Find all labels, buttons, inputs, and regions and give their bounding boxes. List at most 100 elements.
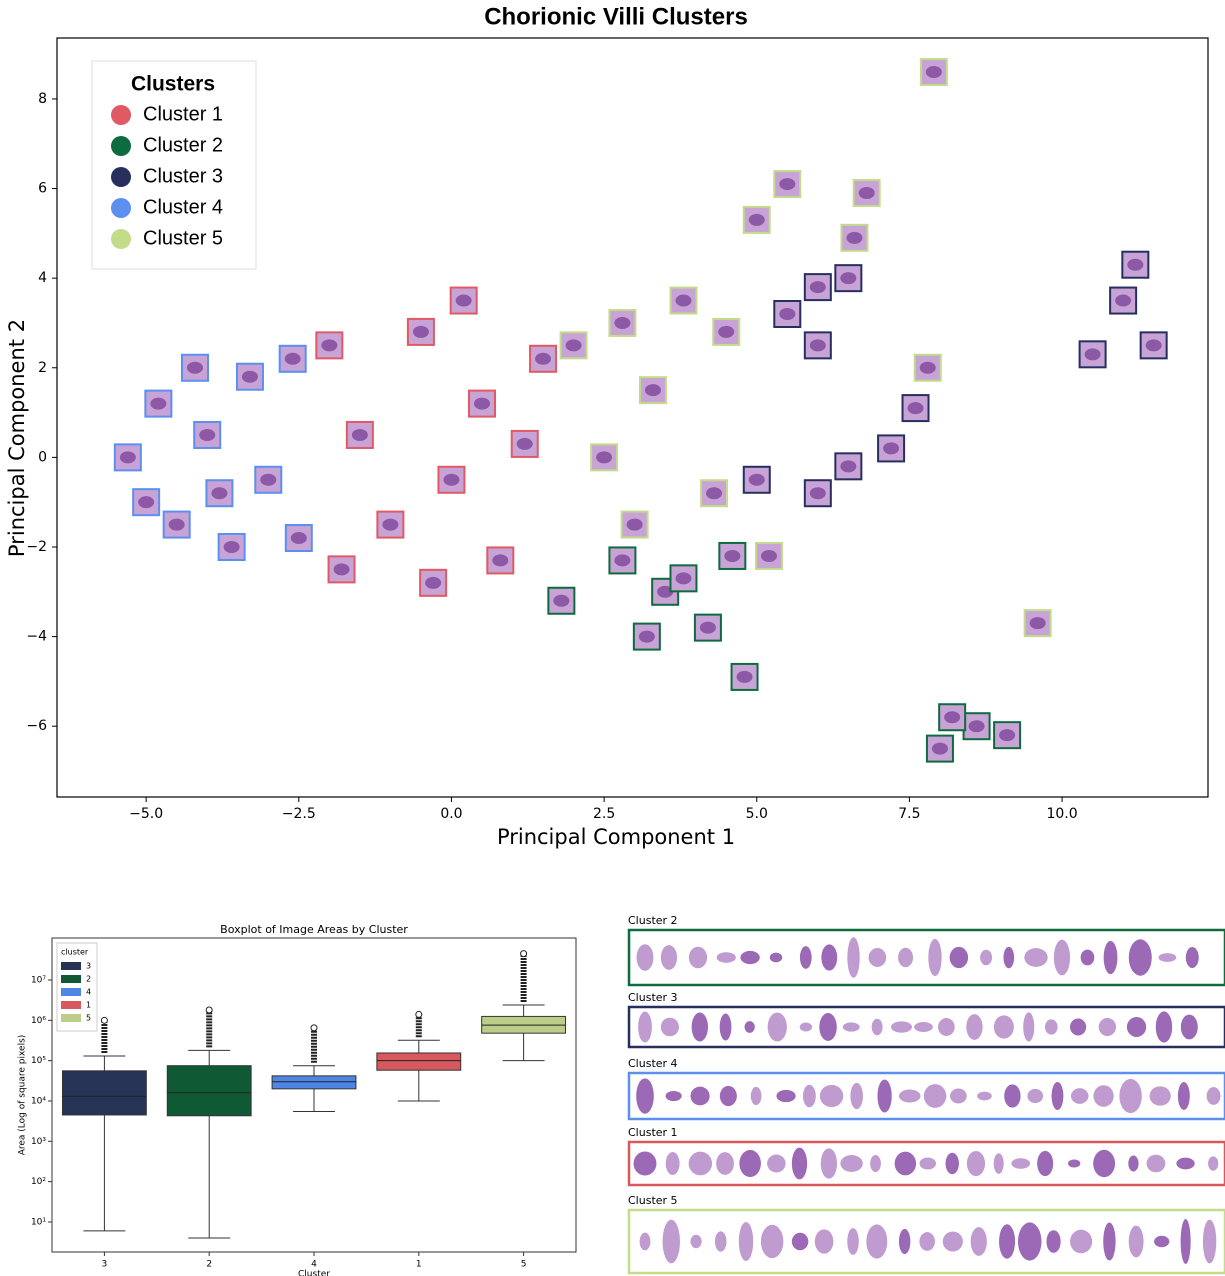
tissue-thumbnail: [1208, 1156, 1219, 1171]
thumbnail-tissue: [883, 442, 900, 455]
strip-label: Cluster 5: [628, 1194, 678, 1207]
thumbnail-tissue: [657, 585, 674, 598]
thumbnail-tissue: [168, 518, 185, 531]
tissue-thumbnail: [847, 1228, 859, 1255]
tissue-thumbnail: [1051, 1081, 1064, 1111]
y-tick-label: 10⁴: [31, 1096, 46, 1106]
legend-label: 3: [86, 962, 91, 971]
thumbnail-tissue: [565, 339, 582, 352]
tissue-thumbnail: [716, 1152, 734, 1175]
x-tick-label: −2.5: [282, 806, 316, 822]
strip-label: Cluster 4: [628, 1057, 678, 1070]
thumbnail-tissue: [840, 460, 857, 473]
thumbnail-tissue: [1127, 258, 1144, 271]
tissue-thumbnail: [1176, 1157, 1195, 1170]
tissue-thumbnail: [1068, 1159, 1081, 1168]
tissue-thumbnail: [1149, 1086, 1171, 1106]
tissue-thumbnail: [870, 1154, 881, 1173]
tissue-thumbnail: [1070, 1229, 1093, 1254]
y-tick-label: −6: [26, 718, 47, 734]
thumbnail-tissue: [284, 352, 301, 365]
tissue-thumbnail: [1126, 1017, 1147, 1037]
tissue-thumbnail: [1004, 1084, 1021, 1108]
box: [271, 1075, 357, 1090]
thumbnail-tissue: [626, 518, 643, 531]
thumbnail-point: [437, 465, 466, 494]
tissue-thumbnail: [814, 1229, 834, 1254]
tissue-thumbnail: [791, 1232, 809, 1251]
thumbnail-tissue: [931, 742, 948, 755]
y-tick-label: 10¹: [31, 1217, 46, 1227]
thumbnail-tissue: [186, 361, 203, 374]
y-tick-label: 8: [38, 91, 47, 107]
tissue-thumbnail: [1128, 939, 1152, 976]
thumbnail-tissue: [907, 402, 924, 415]
thumbnail-tissue: [706, 487, 723, 500]
thumbnail-tissue: [809, 487, 826, 500]
tissue-thumbnail: [999, 1224, 1016, 1259]
legend-marker: [111, 167, 131, 187]
legend-swatch: [61, 988, 81, 996]
tissue-thumbnail: [1080, 949, 1095, 966]
tissue-thumbnail: [1202, 1219, 1217, 1264]
x-tick-label: 10.0: [1046, 806, 1077, 822]
tissue-thumbnail: [919, 1232, 935, 1251]
y-tick-label: 6: [38, 181, 47, 197]
legend-title: cluster: [61, 948, 89, 957]
thumbnail-tissue: [748, 213, 765, 226]
tissue-thumbnail: [767, 1154, 786, 1173]
legend-label: 5: [86, 1014, 91, 1023]
tissue-thumbnail: [750, 1086, 762, 1106]
thumbnail-tissue: [968, 720, 985, 733]
thumbnail-tissue: [211, 487, 228, 500]
thumbnail-tissue: [223, 540, 240, 553]
tissue-thumbnail: [1070, 1088, 1089, 1104]
outlier: [100, 1016, 108, 1024]
tissue-thumbnail: [802, 1084, 816, 1108]
tissue-thumbnail: [1158, 953, 1177, 962]
tissue-thumbnail: [1180, 1219, 1191, 1264]
tissue-thumbnail: [1154, 1235, 1170, 1248]
tissue-thumbnail: [894, 1151, 917, 1176]
thumbnail-point: [345, 420, 374, 449]
legend-swatch: [61, 962, 81, 970]
tissue-thumbnail: [1155, 1011, 1173, 1043]
legend-marker: [111, 229, 131, 249]
tissue-thumbnail: [914, 1021, 933, 1033]
legend-swatch: [61, 1001, 81, 1009]
outlier: [205, 1006, 213, 1014]
tissue-thumbnail: [769, 952, 783, 963]
tissue-thumbnail: [799, 946, 812, 969]
strip-label: Cluster 3: [628, 991, 678, 1004]
thumbnail-tissue: [1115, 294, 1132, 307]
legend-marker: [111, 136, 131, 156]
tissue-thumbnail: [1027, 1088, 1044, 1104]
thumbnail-tissue: [535, 352, 552, 365]
tissue-thumbnail: [740, 950, 760, 965]
tissue-thumbnail: [1128, 1225, 1144, 1258]
tissue-thumbnail: [945, 1152, 959, 1175]
y-tick-label: 10²: [31, 1177, 46, 1187]
legend-label: Cluster 1: [143, 103, 223, 125]
tissue-thumbnail: [1206, 1087, 1221, 1105]
tissue-thumbnail: [898, 1228, 911, 1255]
tissue-thumbnail: [1003, 946, 1015, 969]
thumbnail-tissue: [644, 384, 661, 397]
tissue-thumbnail: [938, 1018, 955, 1036]
thumbnail-tissue: [1145, 339, 1162, 352]
thumbnail-point: [693, 613, 722, 642]
tissue-thumbnail: [738, 1222, 754, 1261]
tissue-thumbnail: [977, 1091, 992, 1101]
tissue-thumbnail: [1053, 939, 1071, 976]
outlier: [310, 1024, 318, 1032]
thumbnail-tissue: [779, 308, 796, 320]
x-tick-label: −5.0: [129, 806, 163, 822]
thumbnail-tissue: [840, 272, 857, 285]
thumbnail-tissue: [553, 594, 570, 607]
chart-title: Chorionic Villi Clusters: [484, 3, 748, 30]
thumbnail-tissue: [699, 621, 716, 634]
tissue-thumbnail: [799, 1022, 813, 1032]
x-axis-label: Principal Component 1: [497, 825, 735, 849]
y-tick-label: 0: [38, 449, 47, 465]
